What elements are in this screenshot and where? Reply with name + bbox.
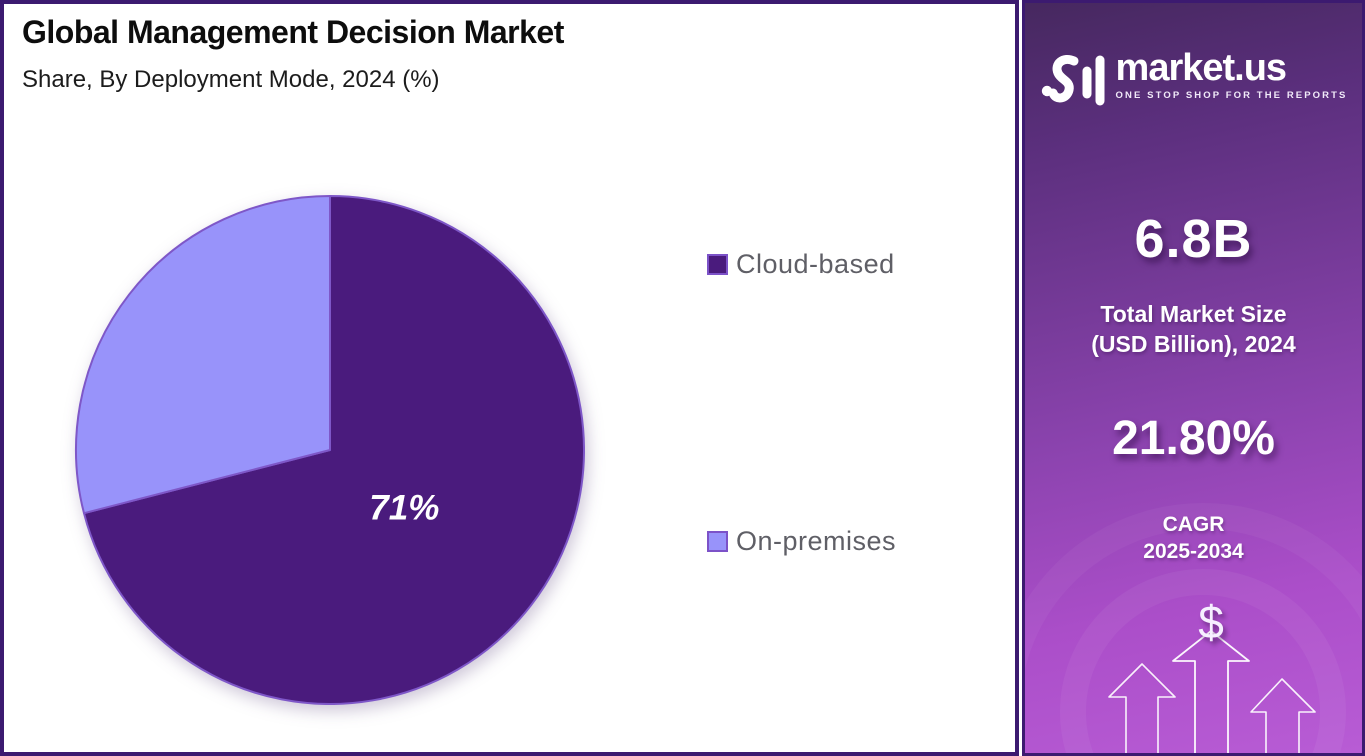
- chart-legend: Cloud-based On-premises: [707, 4, 1007, 756]
- brand-logo: market.us ONE STOP SHOP FOR THE REPORTS: [1025, 49, 1362, 107]
- market-size-label-line2: (USD Billion), 2024: [1091, 330, 1296, 357]
- pie-slice-data-label: 71%: [369, 489, 439, 528]
- brand-panel: market.us ONE STOP SHOP FOR THE REPORTS …: [1022, 0, 1365, 756]
- brand-tagline: ONE STOP SHOP FOR THE REPORTS: [1115, 90, 1348, 101]
- market-size-label-line1: Total Market Size: [1100, 301, 1287, 327]
- pie-chart-svg: 71%: [75, 195, 585, 705]
- market-us-logo-icon: [1041, 55, 1105, 106]
- market-size-value: 6.8B: [1134, 209, 1253, 269]
- pie-slice-on-premises: [75, 195, 331, 515]
- market-size-label: Total Market Size (USD Billion), 2024: [1025, 300, 1362, 360]
- up-arrow-middle-icon: [1172, 630, 1250, 753]
- up-arrow-left-icon: [1108, 663, 1176, 753]
- decor-ring-inner: [1060, 569, 1346, 753]
- chart-card: Global Management Decision Market Share,…: [0, 0, 1019, 756]
- decor-ring-outer: [1025, 503, 1362, 670]
- up-arrow-right-icon: [1250, 678, 1316, 753]
- chart-subtitle: Share, By Deployment Mode, 2024 (%): [22, 66, 440, 93]
- legend-swatch-cloud-based: [707, 254, 728, 275]
- pie-chart: 71%: [68, 188, 592, 712]
- legend-label-cloud-based: Cloud-based: [736, 249, 895, 279]
- legend-label-on-premises: On-premises: [736, 526, 897, 556]
- growth-arrows-graphic: [1025, 503, 1362, 753]
- pie-slice-cloud-based: [82, 195, 585, 705]
- chart-title: Global Management Decision Market: [22, 14, 564, 50]
- legend-item-cloud-based: Cloud-based: [707, 249, 895, 280]
- brand-name: market.us: [1115, 47, 1288, 89]
- legend-item-on-premises: On-premises: [707, 526, 896, 557]
- legend-swatch-on-premises: [707, 531, 728, 552]
- dollar-icon: $: [1198, 596, 1224, 648]
- cagr-value: 21.80%: [1112, 412, 1275, 465]
- cagr-label-line1: CAGR: [1162, 513, 1225, 536]
- cagr-label-line2: 2025-2034: [1143, 540, 1244, 564]
- cagr-label: CAGR 2025-2034: [1025, 511, 1362, 566]
